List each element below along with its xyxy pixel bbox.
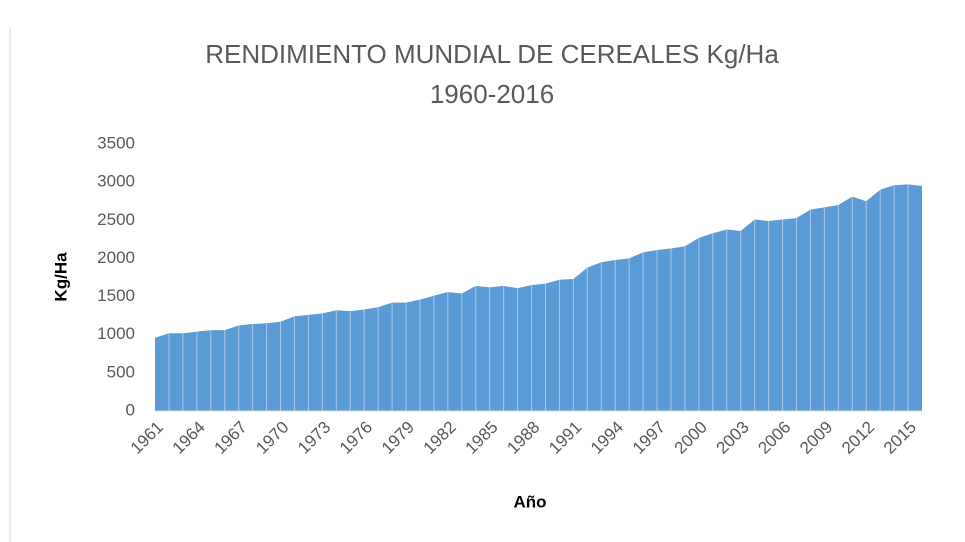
- y-tick-label: 500: [107, 362, 135, 381]
- y-tick-label: 1500: [97, 286, 135, 305]
- area: [155, 184, 922, 411]
- chart-title: RENDIMIENTO MUNDIAL DE CEREALES Kg/Ha: [205, 39, 779, 69]
- y-tick-label: 3500: [97, 133, 135, 152]
- x-tick-label: 1991: [545, 418, 585, 458]
- x-tick-label: 1988: [503, 418, 543, 458]
- x-tick-label: 1979: [378, 418, 418, 458]
- y-tick-label: 2000: [97, 248, 135, 267]
- x-tick-label: 1970: [252, 418, 292, 458]
- x-tick-label: 1964: [169, 418, 209, 458]
- x-axis-label: Año: [513, 492, 546, 511]
- x-tick-label: 1994: [587, 418, 627, 458]
- x-tick-label: 2009: [796, 418, 836, 458]
- x-tick-label: 2000: [671, 418, 711, 458]
- y-tick-label: 1000: [97, 324, 135, 343]
- x-tick-label: 2003: [713, 418, 753, 458]
- chart-subtitle: 1960-2016: [430, 79, 554, 109]
- x-tick-label: 1973: [294, 418, 334, 458]
- x-tick-label: 2015: [880, 418, 920, 458]
- y-tick-label: 3000: [97, 172, 135, 191]
- x-tick-label: 1985: [462, 418, 502, 458]
- x-tick-label: 2006: [754, 418, 794, 458]
- x-tick-label: 1976: [336, 418, 376, 458]
- x-tick-label: 1982: [420, 418, 460, 458]
- y-axis-label: Kg/Ha: [51, 252, 70, 302]
- y-tick-label: 2500: [97, 210, 135, 229]
- y-tick-label: 0: [126, 400, 135, 419]
- x-tick-label: 2012: [838, 418, 878, 458]
- x-tick-label: 1967: [210, 418, 250, 458]
- x-tick-label: 1961: [127, 418, 167, 458]
- x-tick-label: 1997: [629, 418, 669, 458]
